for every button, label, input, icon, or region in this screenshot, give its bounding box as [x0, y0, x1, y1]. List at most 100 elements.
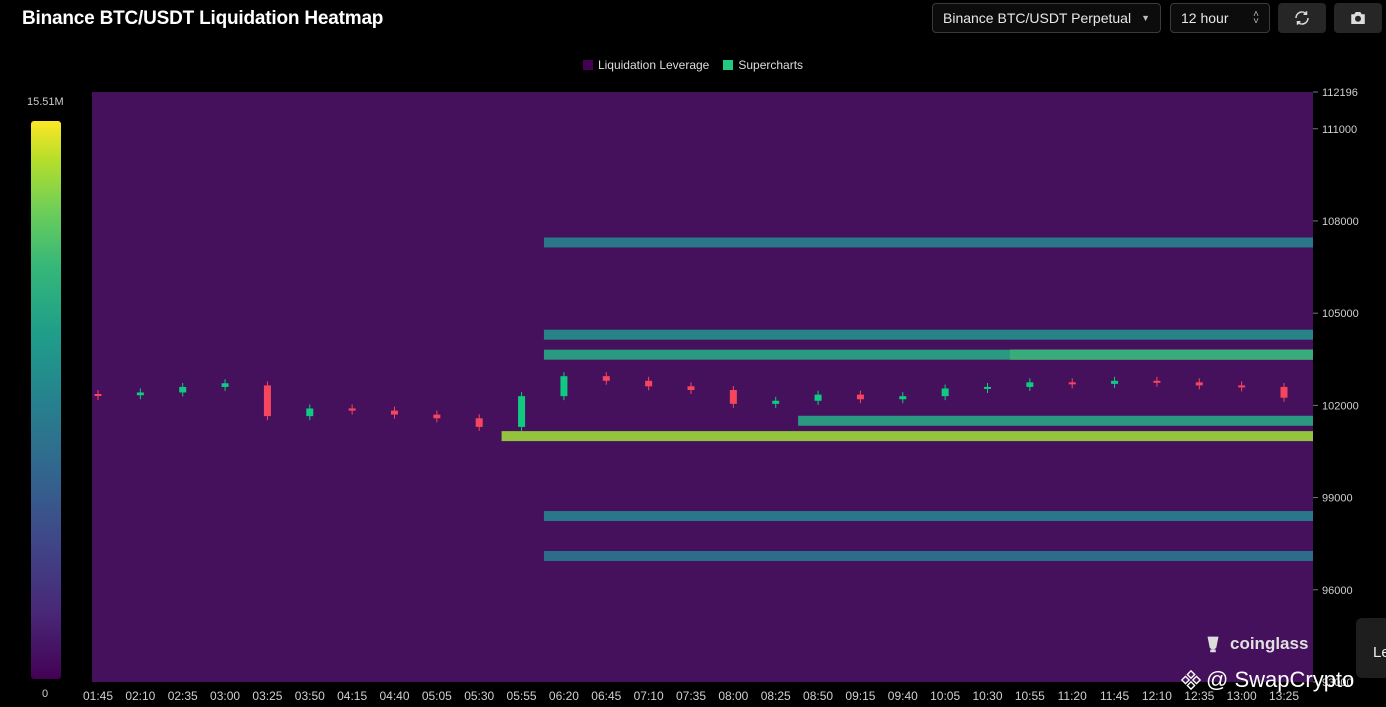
x-tick-label: 03:00	[210, 689, 240, 703]
candle-body	[856, 394, 864, 400]
x-tick-label: 06:45	[591, 689, 621, 703]
x-tick-label: 08:50	[803, 689, 833, 703]
y-tick-label: 99000	[1322, 493, 1353, 505]
heat-band	[798, 415, 1313, 426]
candle-body	[136, 392, 144, 396]
x-tick-label: 09:15	[845, 689, 875, 703]
coinglass-watermark: coinglass	[1202, 633, 1308, 655]
y-tick-label: 96000	[1322, 585, 1353, 597]
x-tick-label: 12:10	[1142, 689, 1172, 703]
x-tick-label: 03:50	[295, 689, 325, 703]
legend-item-supercharts[interactable]: Supercharts	[723, 58, 803, 72]
legend-swatch	[723, 60, 734, 70]
x-tick-label: 13:25	[1269, 689, 1299, 703]
legend-swatch	[582, 60, 593, 70]
x-tick-label: 10:30	[972, 689, 1002, 703]
x-tick-label: 02:35	[168, 689, 198, 703]
x-tick-label: 01:45	[83, 689, 113, 703]
y-tick-label: 108000	[1322, 216, 1359, 228]
overlay-text: @ SwapCrypto	[1206, 667, 1355, 692]
side-panel-tab[interactable]: Le	[1356, 618, 1386, 678]
candle-body	[984, 386, 991, 389]
x-tick-label: 05:55	[507, 689, 537, 703]
heatmap-background	[92, 92, 1313, 682]
x-tick-label: 07:35	[676, 689, 706, 703]
candle-body	[687, 386, 695, 391]
y-tick-label: 112196	[1322, 87, 1358, 99]
heat-band	[501, 431, 1314, 442]
legend-label: Liquidation Leverage	[597, 58, 710, 72]
candle-body	[941, 388, 949, 397]
watermark-text: coinglass	[1230, 634, 1309, 653]
colorbar-min-label: 0	[42, 688, 49, 700]
refresh-button[interactable]	[1278, 3, 1326, 33]
heat-band	[543, 511, 1313, 522]
coinglass-logo-icon	[1207, 636, 1219, 653]
x-tick-label: 05:05	[422, 689, 452, 703]
candle-body	[306, 408, 314, 417]
x-tick-label: 07:10	[634, 689, 664, 703]
candle-body	[518, 396, 526, 427]
heat-band	[543, 550, 1313, 561]
colorbar-max-label: 15.51M	[27, 96, 64, 108]
x-tick-label: 03:25	[252, 689, 282, 703]
x-tick-label: 11:45	[1100, 689, 1129, 703]
x-tick-label: 02:10	[125, 689, 155, 703]
swapcrypto-overlay: @ SwapCrypto	[1180, 667, 1354, 693]
x-tick-label: 11:20	[1058, 689, 1087, 703]
candle-body	[729, 390, 737, 404]
candle-body	[221, 383, 229, 387]
x-tick-label: 05:30	[464, 689, 494, 703]
candle-body	[391, 410, 398, 415]
y-tick-label: 102000	[1322, 400, 1359, 412]
candle-body	[1153, 380, 1161, 383]
candle-body	[1280, 386, 1288, 398]
pair-select-value: Binance BTC/USDT Perpetual	[943, 10, 1132, 26]
chevron-down-icon: ▼	[1141, 13, 1150, 23]
x-tick-label: 13:00	[1227, 689, 1257, 703]
candle-body	[433, 414, 441, 419]
colorbar	[31, 121, 61, 679]
candle-body	[179, 386, 187, 393]
candle-body	[772, 400, 780, 404]
up-down-arrows-icon: ˄ ˅	[1253, 9, 1259, 27]
legend-item-liquidation-leverage[interactable]: Liquidation Leverage	[582, 58, 710, 72]
y-tick-label: 93000	[1322, 677, 1353, 689]
binance-diamond-icon	[1180, 669, 1202, 691]
interval-select[interactable]: 12 hour ˄ ˅	[1170, 3, 1270, 33]
x-tick-label: 08:00	[718, 689, 748, 703]
legend-label: Supercharts	[738, 58, 804, 72]
interval-select-value: 12 hour	[1181, 10, 1229, 26]
x-tick-label: 08:25	[761, 689, 791, 703]
candle-body	[645, 380, 653, 387]
y-tick-label: 105000	[1322, 308, 1359, 320]
pair-select[interactable]: Binance BTC/USDT Perpetual ▼	[932, 3, 1161, 33]
y-tick-label: 111000	[1322, 124, 1357, 136]
candle-body	[1068, 382, 1076, 385]
x-tick-label: 06:20	[549, 689, 579, 703]
candle-body	[1026, 382, 1034, 387]
x-tick-label: 04:40	[379, 689, 409, 703]
heat-band	[543, 237, 1313, 248]
screenshot-button[interactable]	[1334, 3, 1382, 33]
heat-band	[543, 329, 1313, 340]
candle-body	[94, 394, 102, 397]
chart-legend: Liquidation Leverage Supercharts	[0, 58, 1386, 72]
page-title: Binance BTC/USDT Liquidation Heatmap	[22, 8, 384, 29]
x-tick-label: 04:15	[337, 689, 367, 703]
x-tick-label: 10:05	[930, 689, 960, 703]
camera-icon	[1351, 12, 1365, 24]
candle-body	[899, 396, 907, 400]
candle-body	[1238, 385, 1246, 388]
candle-body	[263, 385, 271, 417]
candle-body	[1111, 380, 1119, 384]
x-tick-label: 09:40	[888, 689, 918, 703]
heat-band	[543, 349, 1313, 360]
candle-body	[560, 376, 568, 397]
candle-body	[1195, 382, 1203, 386]
refresh-icon	[1295, 11, 1309, 25]
candle-body	[348, 408, 356, 411]
candle-body	[475, 418, 483, 427]
x-tick-label: 10:55	[1015, 689, 1045, 703]
